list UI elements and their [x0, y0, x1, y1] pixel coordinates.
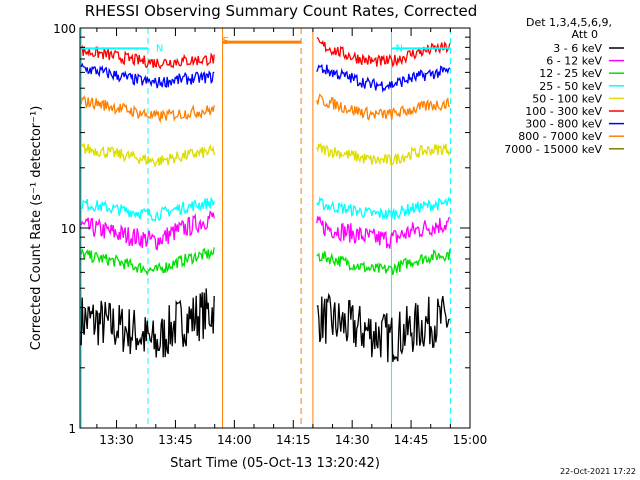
- series-line: [316, 196, 451, 220]
- x-tick-label: 14:30: [335, 433, 370, 447]
- legend-label: 100 - 300 keV: [525, 105, 602, 118]
- vertical-markers: [80, 28, 451, 428]
- y-tick-label: 1: [68, 422, 76, 436]
- series-line: [80, 142, 215, 168]
- series-line: [80, 44, 215, 70]
- x-tick-label: 13:45: [158, 433, 193, 447]
- y-axis-ticks: 1 10 100: [53, 22, 470, 436]
- annotations: N NS: [81, 36, 451, 54]
- series-line: [316, 36, 451, 68]
- x-tick-label: 15:00: [453, 433, 488, 447]
- x-tick-label: 14:45: [394, 433, 429, 447]
- x-tick-label: 13:30: [99, 433, 134, 447]
- series-line: [81, 197, 215, 223]
- series-line: [80, 247, 215, 277]
- series-line: [316, 248, 451, 276]
- series-line: [316, 63, 451, 93]
- series-line: [316, 292, 450, 363]
- series-line: [316, 216, 451, 249]
- legend-label: 50 - 100 keV: [532, 92, 602, 105]
- x-axis-ticks: 13:30 13:45 14:00 14:15 14:30 14:45 15:00: [96, 28, 488, 447]
- plot-area: N NS: [80, 28, 451, 428]
- legend-label: 6 - 12 keV: [546, 55, 602, 68]
- series-line: [316, 93, 451, 121]
- series-lines: [80, 36, 451, 363]
- series-line: [80, 288, 215, 358]
- legend-label: 300 - 800 keV: [525, 118, 602, 131]
- series-line: [316, 141, 451, 166]
- series-line: [80, 95, 215, 124]
- legend-header-line-2: Att 0: [572, 28, 598, 41]
- series-line: [80, 210, 215, 251]
- annotation-label: N: [395, 43, 402, 54]
- footer-timestamp: 22-Oct-2021 17:22: [560, 467, 636, 476]
- legend-label: 25 - 50 keV: [539, 80, 602, 93]
- legend-header-line-1: Det 1,3,4,5,6,9,: [526, 16, 612, 29]
- x-axis-label: Start Time (05-Oct-13 13:20:42): [170, 456, 380, 471]
- annotation-label: N: [156, 43, 163, 54]
- legend-label: 7000 - 15000 keV: [504, 143, 602, 156]
- y-tick-label: 100: [53, 22, 76, 36]
- y-axis-label: Corrected Count Rate (s⁻¹ detector⁻¹): [29, 106, 44, 351]
- y-axis-label-text: Corrected Count Rate (s⁻¹ detector⁻¹): [29, 106, 44, 351]
- annotation-label: S: [223, 36, 229, 47]
- y-tick-label: 10: [61, 222, 76, 236]
- legend-label: 3 - 6 keV: [553, 42, 602, 55]
- legend-label: 800 - 7000 keV: [518, 130, 602, 143]
- legend-label: 12 - 25 keV: [539, 67, 602, 80]
- x-tick-label: 14:15: [276, 433, 311, 447]
- chart-title: RHESSI Observing Summary Count Rates, Co…: [85, 2, 478, 20]
- series-line: [80, 62, 215, 89]
- x-tick-label: 14:00: [217, 433, 252, 447]
